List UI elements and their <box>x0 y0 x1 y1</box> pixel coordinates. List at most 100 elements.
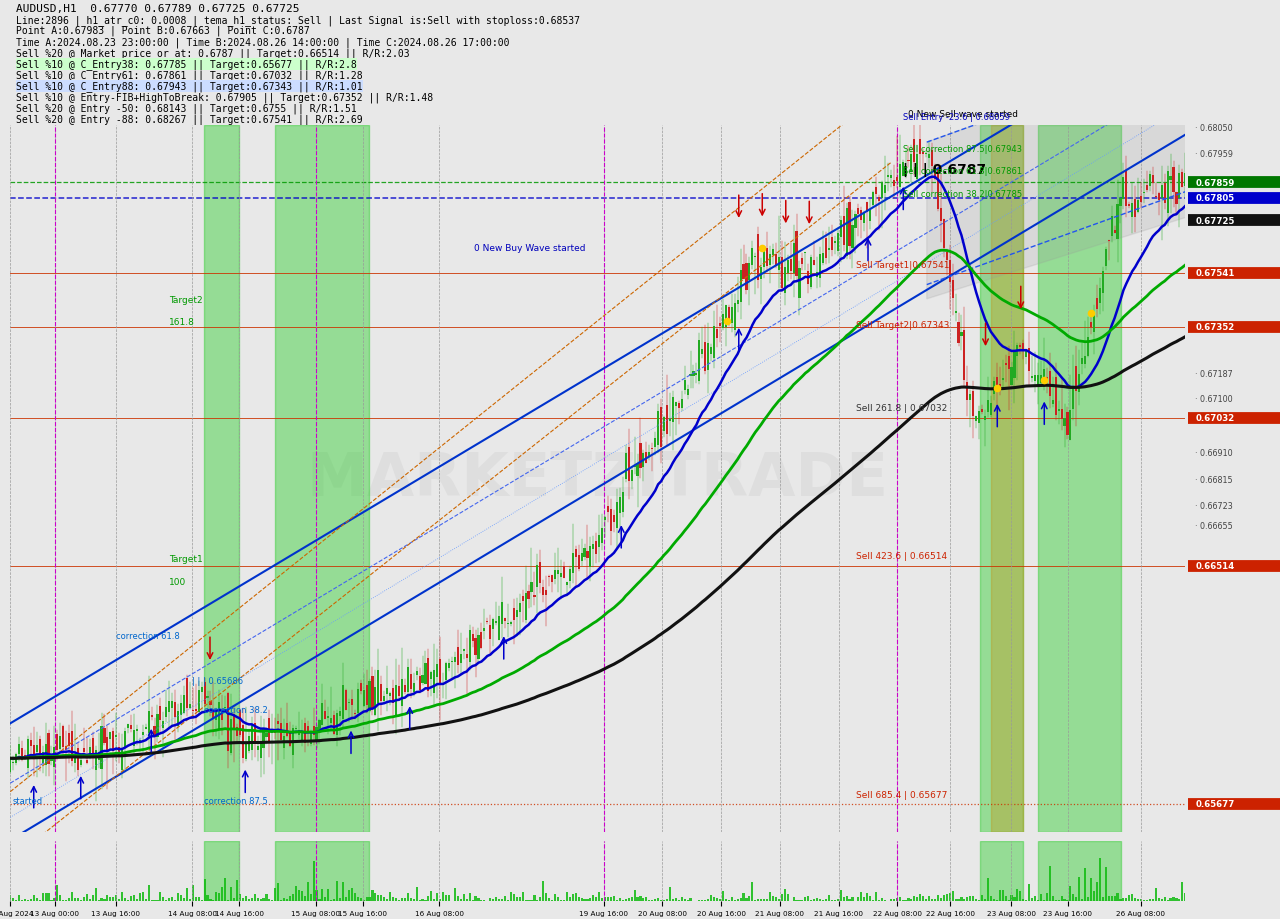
Bar <box>387 900 388 901</box>
Bar <box>68 732 70 746</box>
Bar <box>810 257 813 288</box>
Bar <box>1128 895 1130 901</box>
Bar <box>860 891 863 901</box>
Bar <box>477 635 480 659</box>
Bar <box>998 385 1001 389</box>
Bar <box>916 154 918 180</box>
Bar <box>769 255 771 266</box>
Text: Target2: Target2 <box>169 295 202 304</box>
Bar <box>799 900 800 901</box>
Bar <box>602 528 603 543</box>
Bar <box>380 685 383 701</box>
Bar <box>892 180 895 187</box>
Bar <box>219 702 220 731</box>
Bar <box>778 900 780 901</box>
Bar <box>1179 899 1180 901</box>
Bar <box>401 899 403 901</box>
Bar <box>56 885 59 901</box>
Bar <box>492 619 494 630</box>
Bar <box>301 732 303 742</box>
Bar <box>627 448 630 481</box>
Bar <box>412 684 415 692</box>
Bar <box>274 730 276 733</box>
Bar <box>595 897 598 901</box>
Bar <box>817 899 818 901</box>
Bar <box>36 898 38 901</box>
Bar <box>854 215 856 229</box>
Bar <box>922 896 924 901</box>
Bar <box>233 899 236 901</box>
Bar <box>998 890 1001 901</box>
Bar <box>1125 172 1128 207</box>
Bar <box>751 882 754 901</box>
Bar <box>742 893 745 901</box>
Bar <box>303 723 306 743</box>
Bar <box>186 888 188 901</box>
Bar <box>248 899 250 901</box>
Bar <box>607 506 609 513</box>
Bar <box>348 890 349 901</box>
Bar <box>586 551 589 559</box>
Text: | | | 0.6787: | | | 0.6787 <box>904 164 987 177</box>
Bar <box>545 893 548 901</box>
Bar <box>507 623 509 625</box>
Bar <box>1023 899 1024 901</box>
Bar <box>92 738 93 755</box>
Bar <box>940 899 942 901</box>
Text: 0.65677: 0.65677 <box>1196 800 1235 809</box>
Bar <box>554 894 556 901</box>
Bar <box>383 897 385 901</box>
Bar <box>344 690 347 710</box>
Text: Sell %20 @ Market price or at: 0.6787 || Target:0.66514 || R/R:2.03: Sell %20 @ Market price or at: 0.6787 ||… <box>17 48 410 59</box>
Bar <box>262 728 265 748</box>
Bar <box>765 249 768 267</box>
Bar <box>1155 197 1157 198</box>
Bar <box>504 896 506 901</box>
Bar <box>233 715 236 730</box>
Bar <box>206 697 209 698</box>
Bar <box>244 896 247 901</box>
Bar <box>940 210 942 221</box>
Bar <box>928 897 931 901</box>
Bar <box>1120 899 1121 901</box>
Bar <box>236 727 238 736</box>
Bar <box>224 707 227 709</box>
Bar <box>283 898 285 901</box>
Bar <box>1140 197 1142 203</box>
Bar <box>88 747 91 757</box>
Bar <box>1111 896 1112 901</box>
Bar <box>675 898 677 901</box>
Bar <box>613 516 614 522</box>
Bar <box>509 623 512 624</box>
Text: Sell %10 @ C_Entry38: 0.67785 || Target:0.65677 || R/R:2.8: Sell %10 @ C_Entry38: 0.67785 || Target:… <box>17 59 357 70</box>
Bar <box>29 741 32 745</box>
Bar <box>733 304 736 331</box>
Bar <box>518 897 521 901</box>
Bar <box>177 710 179 726</box>
Bar <box>654 439 657 448</box>
Bar <box>851 225 854 249</box>
Bar <box>24 754 26 758</box>
Bar <box>1175 193 1178 205</box>
Bar <box>858 897 859 901</box>
Bar <box>643 898 644 901</box>
Bar <box>412 899 415 901</box>
Bar <box>454 889 456 901</box>
Text: MARKETZITRADE: MARKETZITRADE <box>307 449 888 508</box>
Bar <box>1105 250 1107 267</box>
Bar <box>138 893 141 901</box>
Bar <box>516 897 518 901</box>
Bar <box>719 324 721 326</box>
Bar <box>989 403 992 415</box>
Bar <box>1116 205 1119 240</box>
Bar <box>1039 376 1042 383</box>
Bar <box>763 899 765 901</box>
Bar <box>837 899 838 901</box>
Bar <box>396 686 397 717</box>
Bar <box>634 890 636 901</box>
Bar <box>145 728 147 729</box>
Bar <box>154 726 156 737</box>
Bar <box>979 126 1023 832</box>
Bar <box>858 209 859 215</box>
Bar <box>165 708 168 717</box>
